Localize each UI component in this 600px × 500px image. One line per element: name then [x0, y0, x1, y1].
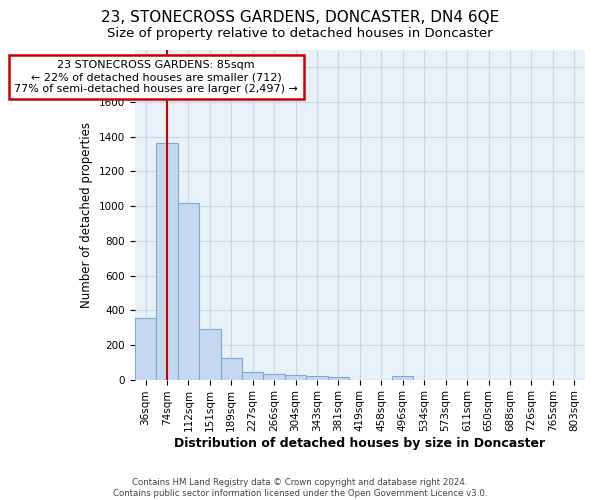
Text: 23, STONECROSS GARDENS, DONCASTER, DN4 6QE: 23, STONECROSS GARDENS, DONCASTER, DN4 6…	[101, 10, 499, 25]
X-axis label: Distribution of detached houses by size in Doncaster: Distribution of detached houses by size …	[175, 437, 545, 450]
Text: 23 STONECROSS GARDENS: 85sqm
← 22% of detached houses are smaller (712)
77% of s: 23 STONECROSS GARDENS: 85sqm ← 22% of de…	[14, 60, 298, 94]
Bar	[135, 318, 156, 380]
Bar	[221, 358, 242, 380]
Bar	[307, 376, 328, 380]
Bar	[263, 374, 285, 380]
Text: Contains HM Land Registry data © Crown copyright and database right 2024.
Contai: Contains HM Land Registry data © Crown c…	[113, 478, 487, 498]
Text: Size of property relative to detached houses in Doncaster: Size of property relative to detached ho…	[107, 28, 493, 40]
Bar	[199, 330, 221, 380]
Y-axis label: Number of detached properties: Number of detached properties	[80, 122, 93, 308]
Bar	[156, 143, 178, 380]
Bar	[242, 372, 263, 380]
Bar	[178, 202, 199, 380]
Bar	[328, 377, 349, 380]
Bar	[392, 376, 413, 380]
Bar	[285, 376, 307, 380]
